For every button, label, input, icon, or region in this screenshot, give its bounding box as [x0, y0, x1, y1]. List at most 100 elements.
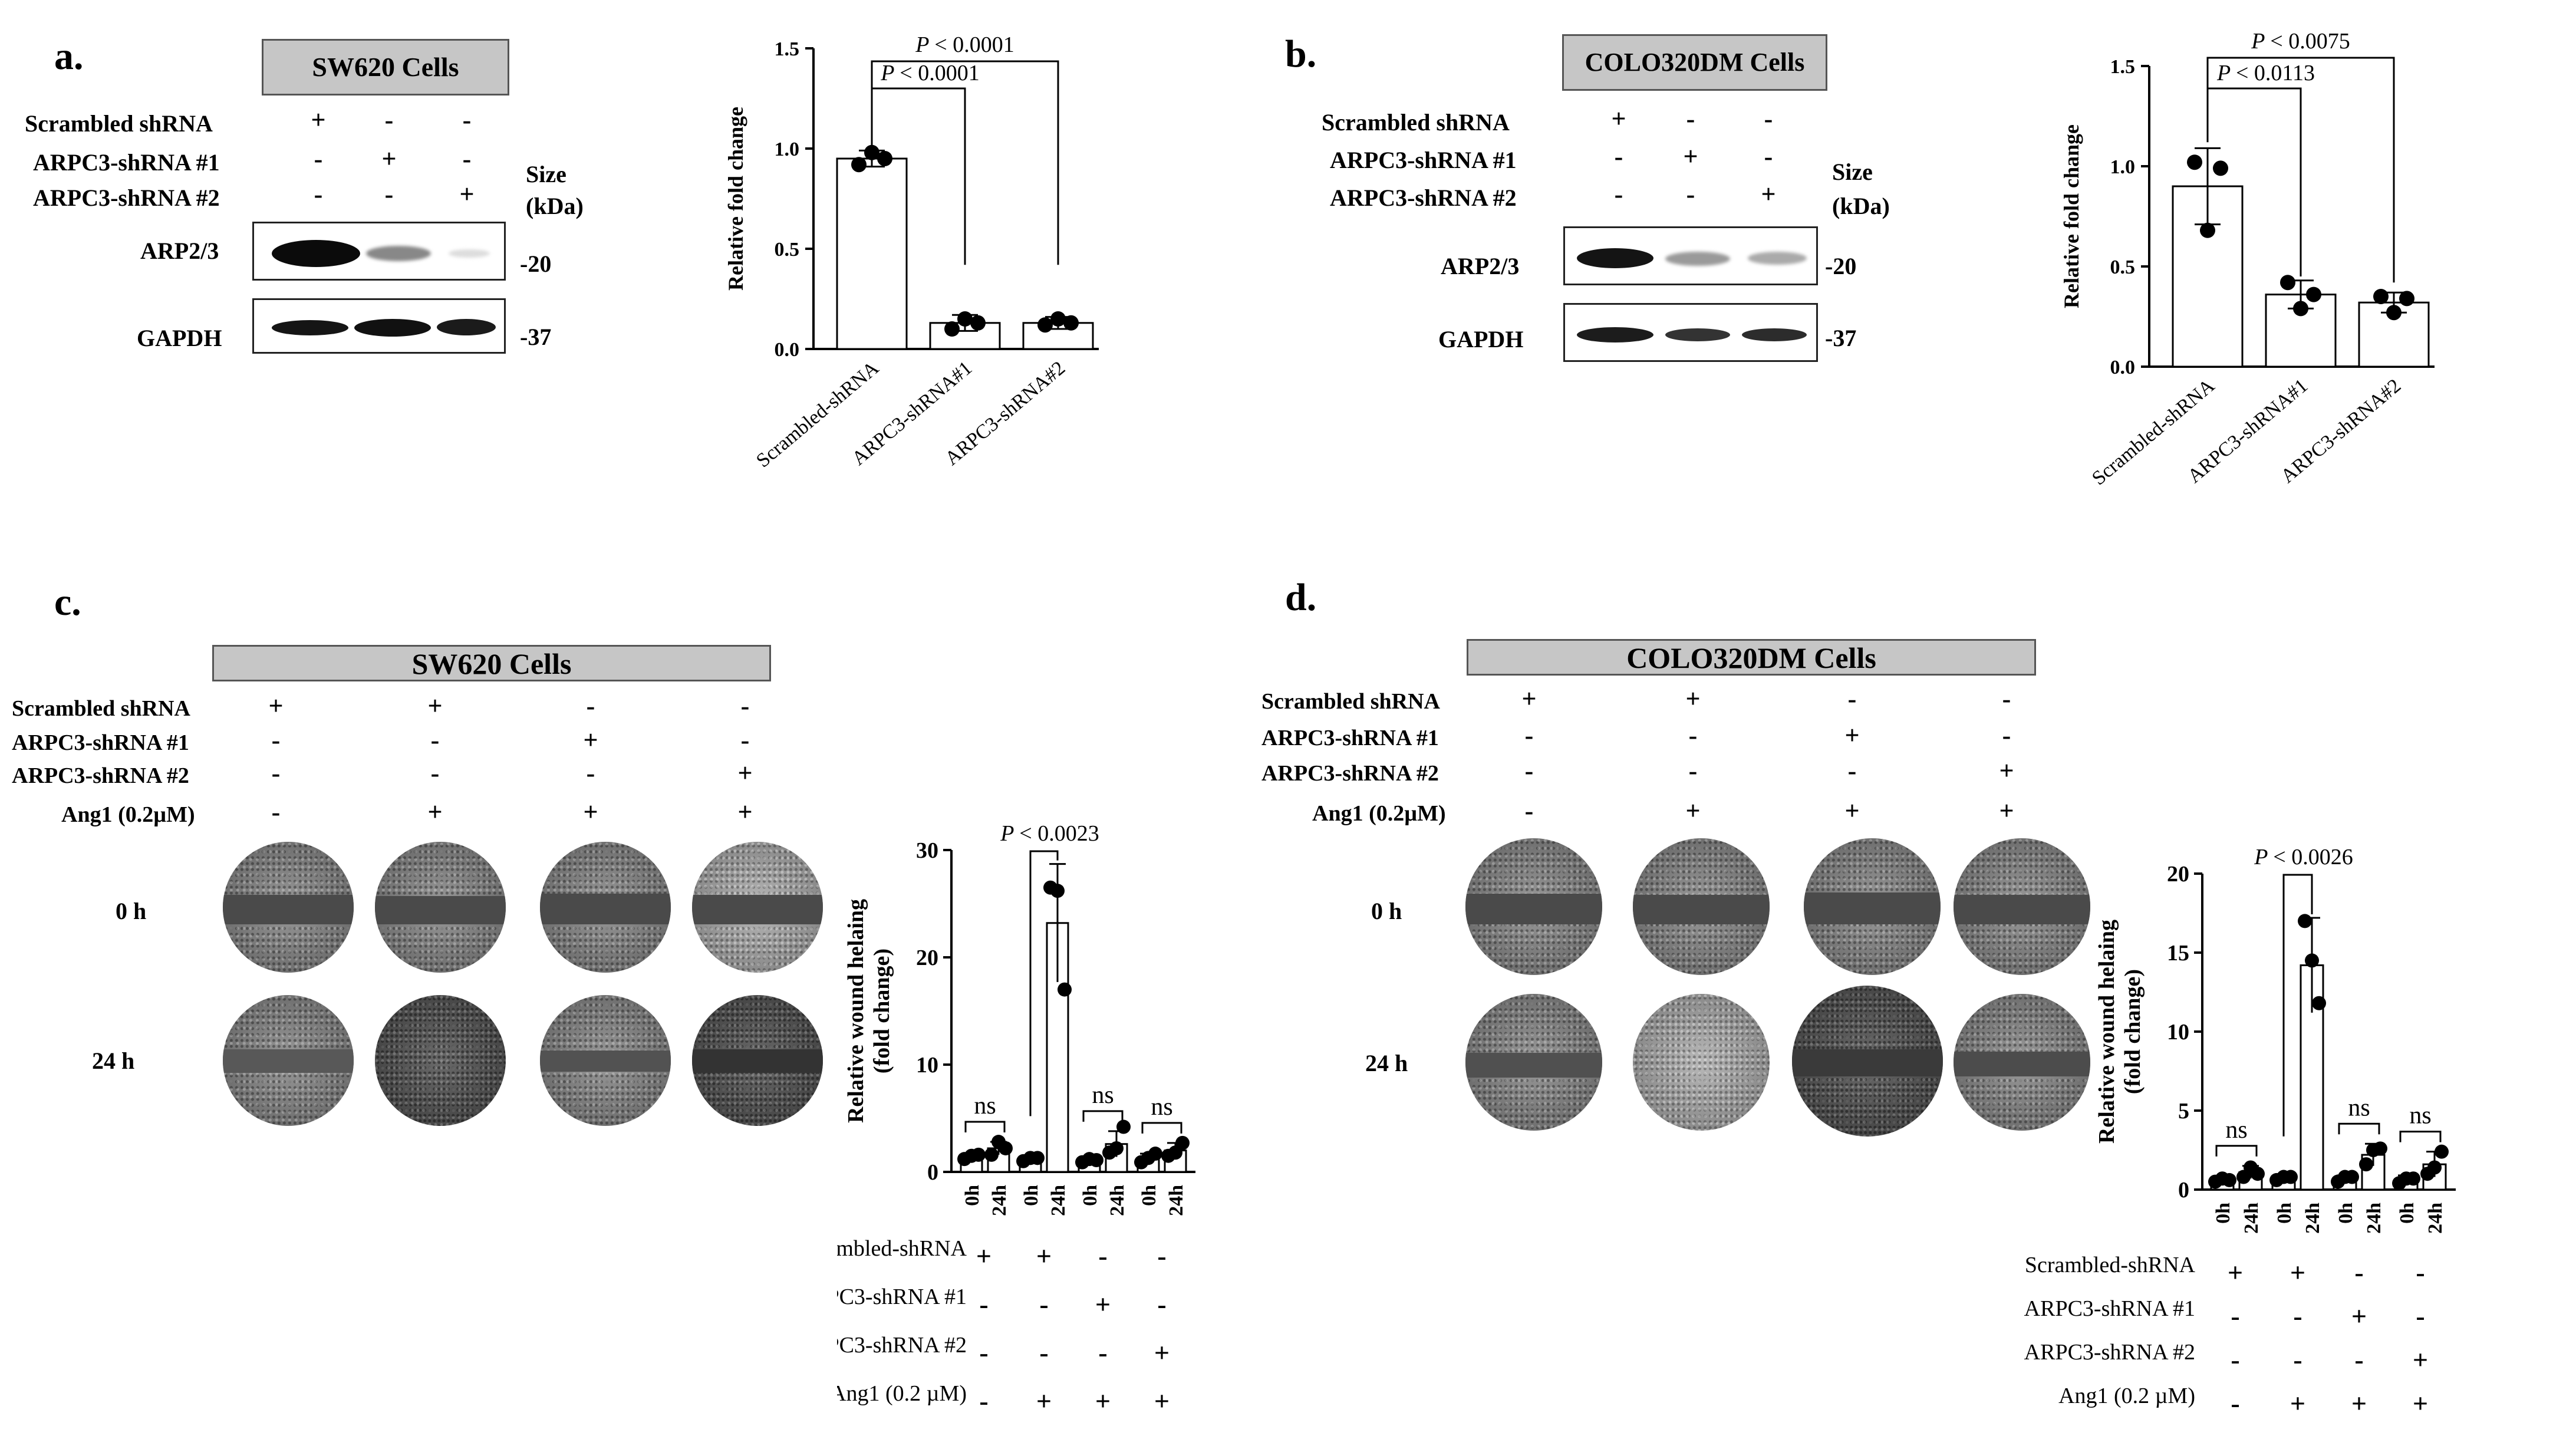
data-point	[2345, 1170, 2359, 1184]
condition-mark: -	[1157, 1289, 1166, 1319]
condition-mark: -	[2231, 1345, 2239, 1375]
condition-label: ARPC3-shRNA #1	[837, 1285, 967, 1309]
x-tick-label: 0h	[2274, 1203, 2295, 1224]
data-point	[2187, 154, 2202, 170]
panel-a-kda-20: -20	[520, 251, 552, 277]
panel-d-time-24h: 24 h	[1365, 1050, 1408, 1076]
panel-d-mark: +	[1999, 756, 2014, 785]
panel-b-blot-gapdh	[1563, 303, 1818, 362]
data-point	[1058, 982, 1072, 997]
panel-a-mark: -	[314, 180, 323, 209]
condition-mark: +	[2351, 1301, 2367, 1331]
panel-b-mark: -	[1764, 142, 1773, 171]
ns-bracket	[1082, 1110, 1124, 1122]
data-point	[1030, 1151, 1045, 1165]
condition-mark: -	[2231, 1301, 2239, 1331]
panel-d-row-shrna2: ARPC3-shRNA #2	[1261, 761, 1439, 786]
panel-b-row-scrambled: Scrambled shRNA	[1322, 109, 1510, 136]
panel-b-mark: -	[1764, 104, 1773, 133]
panel-c-mark: -	[271, 726, 281, 755]
panel-b-title: COLO320DM Cells	[1562, 34, 1827, 91]
panel-d-mark: +	[1685, 796, 1701, 825]
data-point	[2399, 291, 2414, 307]
panel-a-blot-gapdh	[252, 298, 506, 354]
condition-label: Scrambled-shRNA	[2025, 1253, 2196, 1277]
x-tick-label: 0h	[1020, 1185, 1042, 1206]
panel-c-time-0h: 0 h	[116, 898, 147, 924]
panel-b-mark: -	[1686, 104, 1695, 133]
data-point	[2200, 222, 2215, 238]
data-point	[1148, 1147, 1162, 1161]
y-tick-label: 10	[2167, 1020, 2189, 1045]
panel-c-mark: +	[737, 759, 753, 788]
panel-b-kda-37: -37	[1825, 325, 1857, 351]
data-point	[2435, 1144, 2449, 1159]
data-point	[2306, 286, 2321, 302]
panel-c-chart: 0 10 20 30 Relative wound helaing (fold chang…	[837, 821, 1195, 1416]
significance-bracket	[2282, 874, 2313, 1137]
panel-a-row-shrna2: ARPC3-shRNA #2	[33, 185, 220, 211]
panel-d-mark: -	[1847, 684, 1857, 713]
y-tick-label: 1.0	[2110, 156, 2136, 178]
panel-c-time-24h: 24 h	[92, 1048, 135, 1074]
condition-mark: -	[2354, 1345, 2363, 1375]
panel-c-mark: -	[740, 691, 750, 720]
condition-mark: -	[2293, 1345, 2302, 1375]
ns-label: ns	[2409, 1102, 2431, 1129]
condition-label: Ang1 (0.2 µM)	[2058, 1384, 2195, 1408]
data-point	[2280, 275, 2295, 291]
panel-a-mark: -	[384, 106, 394, 134]
panel-b-kda-label: (kDa)	[1832, 193, 1890, 219]
x-tick-label: 24h	[989, 1185, 1010, 1216]
ns-bracket	[964, 1121, 1006, 1133]
condition-mark: +	[1095, 1386, 1111, 1416]
data-point	[1050, 311, 1066, 327]
panel-d-mark: +	[1521, 684, 1537, 713]
data-point	[851, 157, 867, 173]
ns-label: ns	[1151, 1094, 1172, 1121]
panel-c-mark: -	[271, 759, 281, 788]
data-point	[1037, 317, 1053, 333]
condition-mark: -	[2354, 1257, 2363, 1287]
panel-d-time-0h: 0 h	[1371, 898, 1402, 924]
condition-mark: -	[979, 1289, 988, 1319]
wound-image	[1633, 994, 1770, 1131]
y-axis-label: (fold change)	[2120, 969, 2145, 1094]
wound-image	[1954, 838, 2090, 975]
panel-d-mark: -	[1688, 756, 1698, 785]
ns-bracket	[2338, 1122, 2380, 1135]
panel-d-mark: -	[1524, 796, 1534, 825]
condition-label: ARPC3-shRNA #2	[2024, 1340, 2195, 1365]
condition-mark: -	[2231, 1388, 2239, 1418]
panel-b-blot-arp	[1563, 226, 1818, 285]
panel-d-mark: -	[1524, 756, 1534, 785]
panel-d-row-scrambled: Scrambled shRNA	[1261, 689, 1440, 714]
y-tick-label: 20	[2167, 862, 2189, 887]
panel-c-mark: +	[583, 798, 598, 826]
panel-b-mark: -	[1686, 180, 1695, 209]
panel-b-row-shrna2: ARPC3-shRNA #2	[1330, 185, 1517, 211]
panel-d-mark: +	[1844, 796, 1860, 825]
panel-d-mark: +	[1685, 684, 1701, 713]
wound-image	[375, 995, 506, 1126]
x-tick-label: 24h	[2363, 1203, 2385, 1234]
p-value-label: P < 0.0001	[880, 61, 979, 85]
data-point	[1116, 1119, 1131, 1134]
panel-b-mark: +	[1683, 142, 1698, 171]
data-point	[2359, 1157, 2373, 1172]
p-value-label: P < 0.0026	[2254, 845, 2353, 869]
condition-mark: +	[2290, 1257, 2305, 1287]
p-value-label: P < 0.0075	[2251, 29, 2350, 54]
condition-mark: -	[1039, 1289, 1048, 1319]
y-tick-label: 1.5	[2110, 56, 2136, 78]
condition-mark: -	[1098, 1241, 1107, 1271]
panel-b-row-shrna1: ARPC3-shRNA #1	[1330, 147, 1517, 173]
panel-c-row-shrna2: ARPC3-shRNA #2	[12, 763, 189, 788]
data-point	[999, 1141, 1013, 1155]
panel-b-blot-label-gapdh: GAPDH	[1438, 326, 1524, 353]
y-tick-label: 20	[916, 946, 938, 970]
condition-mark: +	[976, 1241, 991, 1271]
panel-c-mark: +	[268, 691, 284, 720]
panel-a-row-shrna1: ARPC3-shRNA #1	[33, 149, 220, 176]
